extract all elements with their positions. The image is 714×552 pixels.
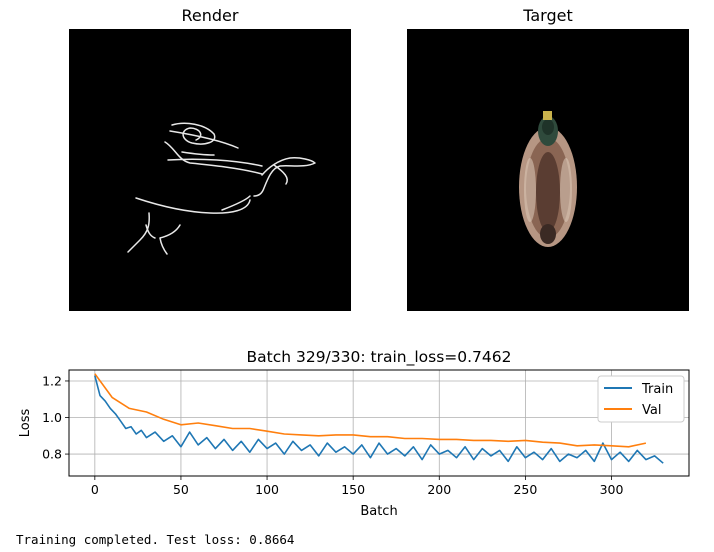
x-tick-label: 0 — [91, 482, 99, 497]
render-title: Render — [182, 6, 239, 25]
x-axis-label: Batch — [360, 504, 397, 519]
x-tick-label: 300 — [600, 482, 624, 497]
legend: Train Val — [597, 375, 685, 423]
status-message: Training completed. Test loss: 0.8664 — [16, 532, 295, 547]
ticks: 0 50 100 150 200 250 300 0.8 1.0 1.2 — [42, 373, 623, 497]
x-tick-label: 250 — [513, 482, 537, 497]
y-axis-label: Loss — [18, 409, 33, 438]
target-image — [407, 29, 689, 311]
plot-frame — [68, 369, 690, 477]
x-tick-label: 200 — [427, 482, 451, 497]
x-tick-label: 50 — [173, 482, 189, 497]
series-line-val — [94, 373, 647, 448]
series-line-train — [94, 375, 664, 464]
y-tick-label: 0.8 — [42, 447, 62, 462]
x-tick-label: 150 — [341, 482, 365, 497]
x-tick-label: 100 — [255, 482, 279, 497]
legend-val-label: Val — [642, 403, 661, 418]
loss-chart: 0 50 100 150 200 250 300 0.8 1.0 1.2 — [42, 369, 690, 497]
series-layer — [94, 373, 664, 464]
y-tick-label: 1.0 — [42, 410, 62, 425]
grid — [69, 370, 689, 476]
chart-title: Batch 329/330: train_loss=0.7462 — [246, 348, 511, 367]
render-image — [69, 29, 351, 311]
legend-train-label: Train — [641, 382, 673, 397]
target-title: Target — [522, 6, 573, 25]
y-tick-label: 1.2 — [42, 373, 62, 388]
